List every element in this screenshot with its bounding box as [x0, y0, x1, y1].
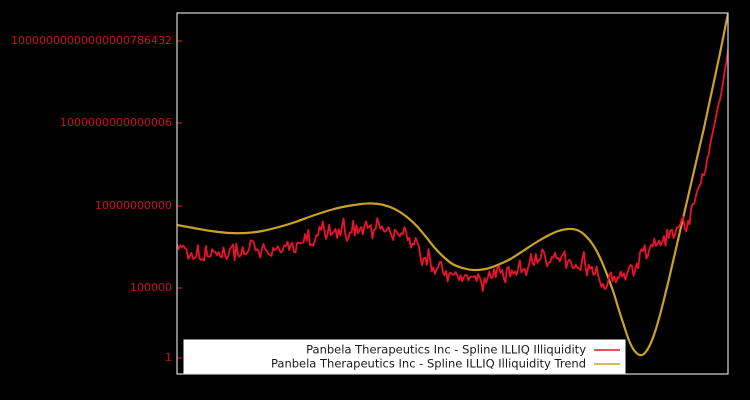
legend-label-illiquidity: Panbela Therapeutics Inc - Spline ILLIQ …	[306, 343, 586, 357]
legend-background	[183, 339, 626, 374]
y-axis-tick-marks	[177, 40, 182, 359]
legend-label-trend: Panbela Therapeutics Inc - Spline ILLIQ …	[271, 357, 586, 371]
y-tick-label-1: 1000000000000006	[60, 116, 172, 129]
y-tick-label-2: 10000000000	[95, 199, 172, 212]
y-axis-tick-labels: 10000000000000000786432 1000000000000006…	[11, 34, 172, 364]
y-tick-label-3: 100000	[130, 281, 172, 294]
series-illiquidity-line	[177, 49, 728, 292]
y-tick-label-4: 1	[165, 351, 172, 364]
series-trend-line	[177, 13, 728, 357]
data-series-group	[177, 13, 728, 357]
plot-frame	[176, 12, 729, 375]
legend: Panbela Therapeutics Inc - Spline ILLIQ …	[183, 339, 626, 374]
y-tick-label-0: 10000000000000000786432	[11, 34, 172, 47]
